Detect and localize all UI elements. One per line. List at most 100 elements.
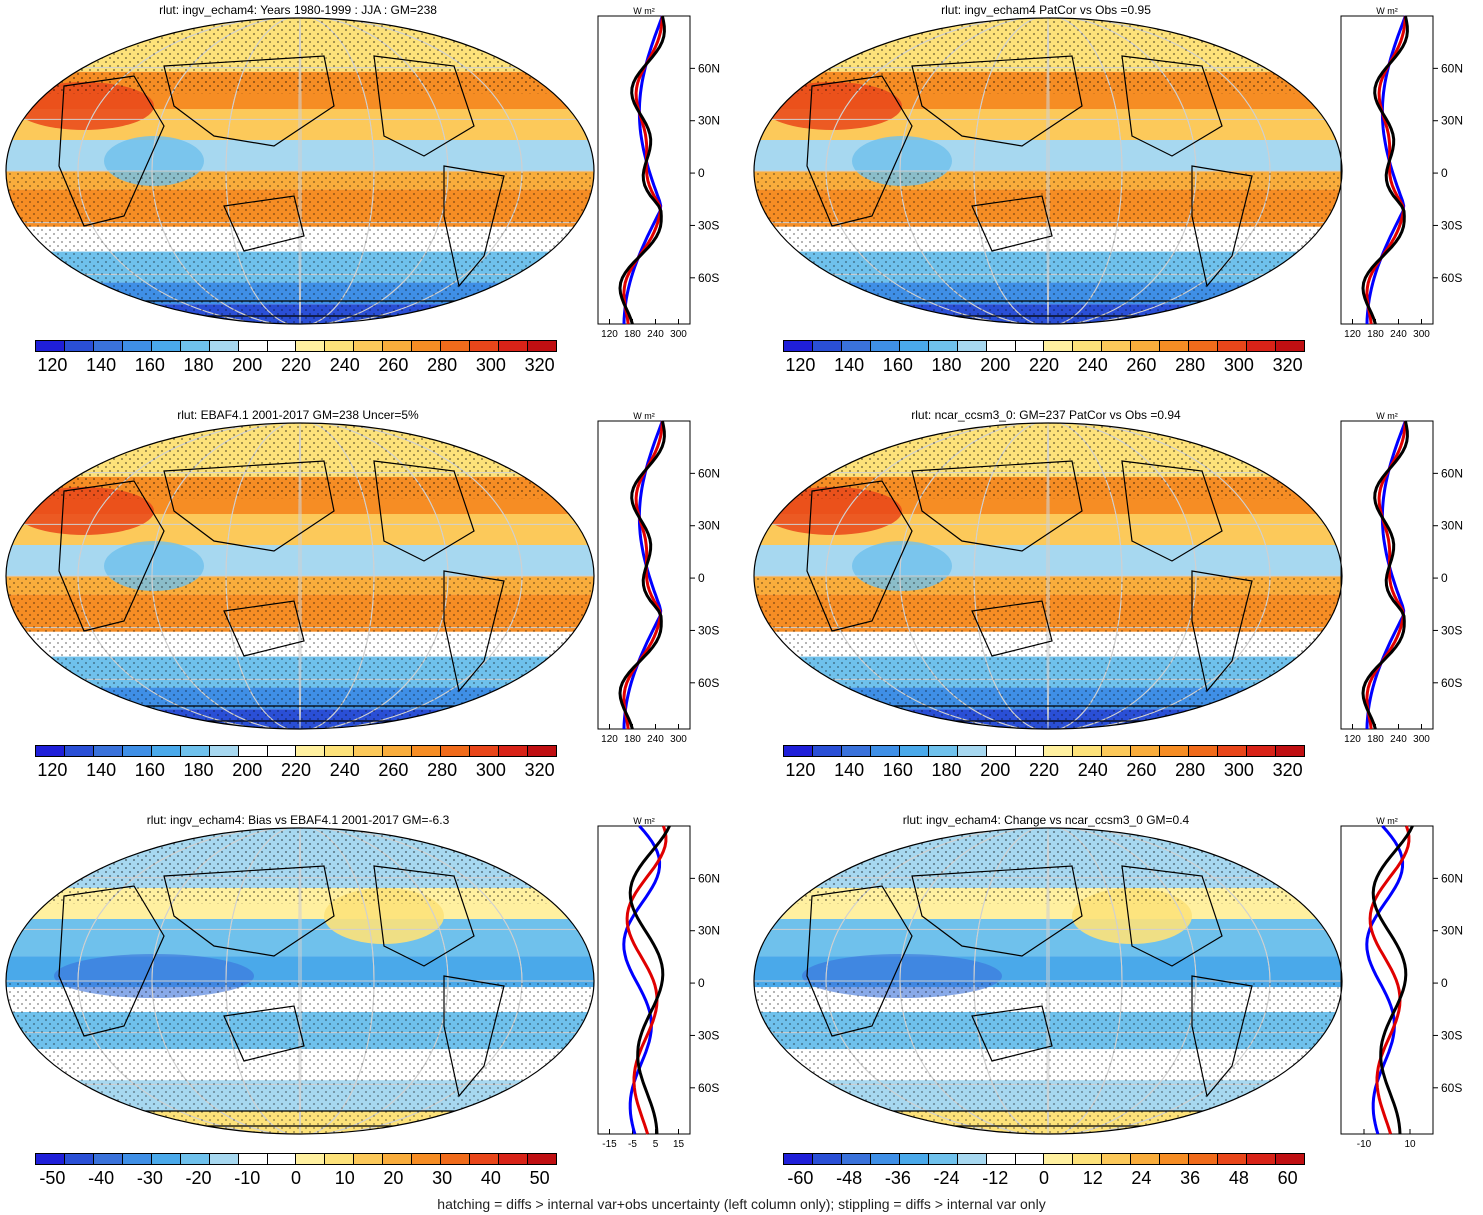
colorbar-tick-label: 10 bbox=[334, 1168, 355, 1188]
colorbar-swatch bbox=[325, 1154, 355, 1164]
colorbar-swatch bbox=[412, 1154, 442, 1164]
colorbar-tick-label: 140 bbox=[86, 355, 117, 375]
zonal-x-label: -15 bbox=[602, 1139, 617, 1150]
colorbar-tick-label: 260 bbox=[378, 355, 409, 375]
colorbar-swatch bbox=[928, 746, 958, 756]
colorbar-tick-label: 200 bbox=[980, 355, 1011, 375]
colorbar-swatch bbox=[784, 1154, 813, 1164]
panel-title: rlut: ingv_echam4: Years 1980-1999 : JJA… bbox=[159, 3, 437, 17]
colorbar-swatch bbox=[1044, 1154, 1074, 1164]
colorbar-swatch bbox=[1044, 746, 1074, 756]
colorbar-tick-label: 120 bbox=[785, 355, 816, 375]
colorbar-tick-label: 48 bbox=[1228, 1168, 1249, 1188]
colorbar-swatch bbox=[1073, 341, 1103, 351]
colorbar-tick-label: -24 bbox=[933, 1168, 960, 1188]
zonal-x-label: 240 bbox=[647, 734, 664, 745]
continent-africa bbox=[58, 480, 165, 632]
zonal-curve bbox=[1368, 825, 1411, 1135]
colorbar-tick-label: -48 bbox=[836, 1168, 863, 1188]
colorbar-swatch bbox=[1160, 341, 1190, 351]
colorbar-swatch bbox=[499, 341, 528, 351]
colorbar-swatch bbox=[151, 341, 181, 351]
color-band bbox=[754, 919, 1342, 957]
warm-region bbox=[14, 82, 154, 130]
colorbar-tick-label: 260 bbox=[1126, 355, 1157, 375]
colorbar-tick-label: 240 bbox=[1077, 355, 1108, 375]
panel-title: rlut: ingv_echam4: Change vs ncar_ccsm3_… bbox=[902, 813, 1190, 827]
colorbar-swatch bbox=[499, 1154, 528, 1164]
lat-label: 30N bbox=[698, 114, 720, 128]
map-border bbox=[5, 827, 595, 1135]
colorbar-labels: 120 140 160 180 200 220 240 260 280 300 320 bbox=[35, 355, 557, 377]
panel-title: rlut: ncar_ccsm3_0: GM=237 PatCor vs Obs… bbox=[911, 408, 1181, 422]
zonal-mean-plot: W m² 60N 30N 0 30S 60S 120 180 240 300 bbox=[597, 6, 720, 340]
panel-model-climatology: rlut: ingv_echam4: Years 1980-1999 : JJA… bbox=[0, 0, 740, 405]
lat-label: 0 bbox=[698, 571, 705, 585]
colorbar-swatch bbox=[383, 746, 413, 756]
colorbar-swatch bbox=[383, 341, 413, 351]
colorbar-tick-label: 160 bbox=[134, 760, 165, 780]
colorbar-swatch bbox=[899, 746, 929, 756]
zonal-x-label: 15 bbox=[673, 1139, 685, 1150]
lat-label: 60S bbox=[1441, 1081, 1462, 1095]
colorbar-swatch bbox=[1073, 1154, 1103, 1164]
colorbar-tick-label: 260 bbox=[378, 760, 409, 780]
colorbar-tick-label: 180 bbox=[183, 760, 214, 780]
map-plot bbox=[5, 827, 595, 1135]
colorbar-tick-label: 160 bbox=[134, 355, 165, 375]
colorbar-tick-label: 140 bbox=[86, 760, 117, 780]
colorbar bbox=[35, 340, 557, 352]
colorbar-tick-label: 200 bbox=[232, 760, 263, 780]
colorbar-swatch bbox=[238, 341, 268, 351]
colorbar-swatch bbox=[1247, 746, 1276, 756]
colorbar-swatch bbox=[64, 1154, 94, 1164]
zonal-x-label: 180 bbox=[624, 734, 641, 745]
panel-title: rlut: ingv_echam4 PatCor vs Obs =0.95 bbox=[941, 3, 1151, 17]
panel-change: rlut: ingv_echam4: Change vs ncar_ccsm3_… bbox=[748, 810, 1483, 1195]
colorbar-swatch bbox=[209, 1154, 239, 1164]
zonal-x-label: 240 bbox=[647, 329, 664, 340]
zonal-units: W m² bbox=[633, 411, 655, 421]
colorbar-tick-label: 0 bbox=[1038, 1168, 1050, 1188]
colorbar-swatch bbox=[180, 341, 210, 351]
map-border bbox=[753, 827, 1343, 1135]
colorbar-swatch bbox=[36, 1154, 65, 1164]
zonal-x-label: 10 bbox=[1404, 1139, 1416, 1150]
map-plot bbox=[753, 422, 1343, 730]
zonal-mean-plot: W m² 60N 30N 0 30S 60S 120 180 240 300 bbox=[597, 411, 720, 745]
continent-africa bbox=[58, 885, 165, 1037]
zonal-curve bbox=[618, 420, 666, 730]
stippling bbox=[754, 981, 1342, 1134]
colorbar bbox=[35, 1153, 557, 1165]
colorbar-tick-label: 220 bbox=[1028, 760, 1060, 780]
colorbar-swatch bbox=[1015, 341, 1045, 351]
lat-label: 60S bbox=[1441, 271, 1462, 285]
colorbar-swatch bbox=[1015, 1154, 1045, 1164]
lat-label: 60N bbox=[698, 61, 720, 75]
colorbar-tick-label: 30 bbox=[432, 1168, 453, 1188]
panel-bias: rlut: ingv_echam4: Bias vs EBAF4.1 2001-… bbox=[0, 810, 740, 1195]
continent-south-america bbox=[1191, 570, 1253, 693]
colorbar-labels: 120 140 160 180 200 220 240 260 280 300 320 bbox=[783, 760, 1305, 782]
zonal-frame bbox=[597, 420, 691, 730]
colorbar-swatch bbox=[267, 1154, 297, 1164]
colorbar-swatch bbox=[383, 1154, 413, 1164]
map-plot bbox=[753, 827, 1343, 1135]
colorbar-swatch bbox=[296, 746, 326, 756]
lat-label: 30S bbox=[1441, 623, 1462, 637]
zonal-curve bbox=[618, 15, 666, 325]
panel-observations: rlut: EBAF4.1 2001-2017 GM=238 Uncer=5% … bbox=[0, 405, 740, 810]
colorbar-tick-label: 120 bbox=[37, 355, 68, 375]
stippling bbox=[6, 171, 594, 324]
colorbar-swatch bbox=[1073, 746, 1103, 756]
colorbar-swatch bbox=[1131, 1154, 1161, 1164]
zonal-frame bbox=[597, 15, 691, 325]
colorbar-swatch bbox=[1189, 746, 1219, 756]
colorbar-tick-label: 240 bbox=[1077, 760, 1108, 780]
colorbar-tick-label: 36 bbox=[1180, 1168, 1201, 1188]
colorbar-swatch bbox=[412, 341, 442, 351]
colorbar-swatch bbox=[1218, 1154, 1247, 1164]
continent-australia bbox=[223, 600, 305, 657]
colorbar-swatch bbox=[441, 746, 471, 756]
colorbar-tick-label: 180 bbox=[183, 355, 214, 375]
